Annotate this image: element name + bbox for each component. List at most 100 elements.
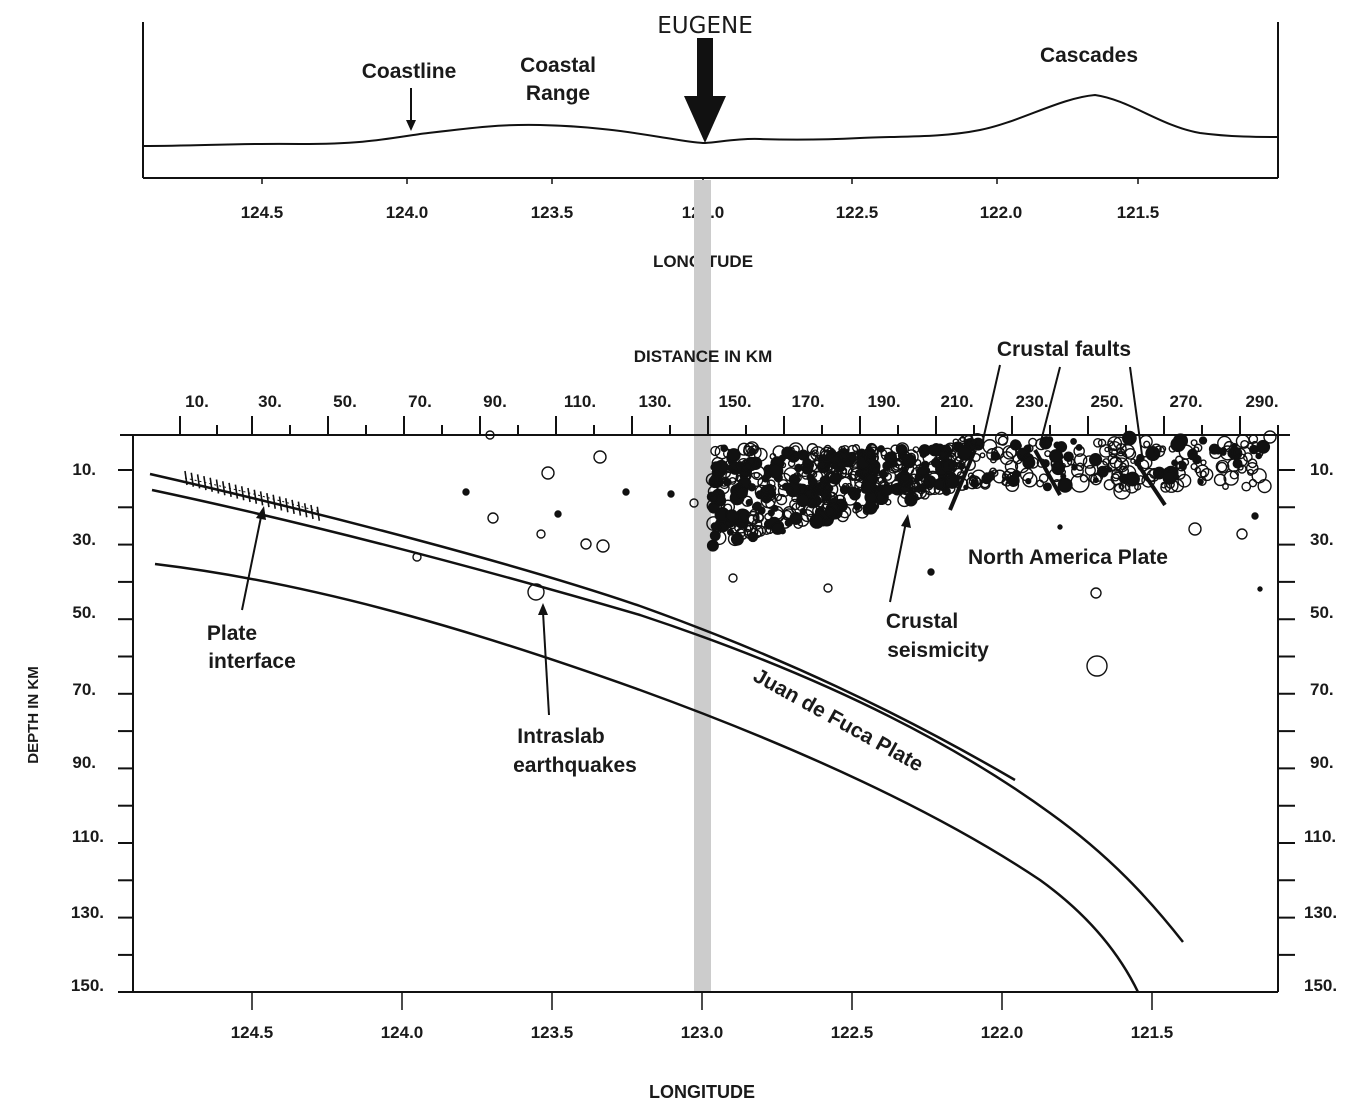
earthquake-marker <box>1216 461 1228 473</box>
intraslab-label: Intraslab <box>517 725 605 748</box>
distance-tick-label: 110. <box>564 392 596 411</box>
hatch-mark <box>266 492 270 508</box>
slab-top-upper-line <box>149 472 1016 782</box>
hatch-mark <box>215 479 220 494</box>
earthquake-marker <box>1088 453 1103 467</box>
earthquake-marker <box>761 489 773 501</box>
earthquake-marker <box>1099 444 1113 458</box>
bottom-lon-tick: 122.5 <box>831 1023 874 1042</box>
earthquake-marker <box>743 456 759 472</box>
earthquake-marker <box>823 481 839 497</box>
crustal-faults-leader <box>1129 366 1143 456</box>
earthquake-marker <box>823 483 831 491</box>
earthquake-marker <box>743 524 759 540</box>
earthquake-marker <box>1042 482 1052 492</box>
earthquake-marker <box>1159 445 1167 453</box>
earthquake-marker <box>890 459 904 473</box>
depth-tick-label-left: 50. <box>72 603 96 622</box>
earthquake-marker <box>768 463 784 479</box>
earthquake-marker <box>829 472 842 485</box>
earthquake-marker <box>705 473 719 486</box>
earthquake-marker <box>787 459 796 468</box>
earthquake-marker <box>784 518 793 527</box>
earthquake-marker <box>905 492 914 500</box>
earthquake-marker <box>807 461 818 472</box>
earthquake-marker <box>823 583 833 593</box>
earthquake-marker <box>1012 454 1023 465</box>
distance-axis-title: DISTANCE IN KM <box>634 347 773 366</box>
top-lon-tick: 121.5 <box>1117 203 1160 222</box>
earthquake-marker <box>1246 442 1255 450</box>
earthquake-marker <box>864 451 879 465</box>
distance-tick-label: 10. <box>185 392 209 411</box>
cascades-label: Cascades <box>1040 44 1138 67</box>
earthquake-marker <box>1201 437 1208 444</box>
earthquake-marker <box>806 473 815 482</box>
earthquake-marker <box>1247 458 1258 469</box>
distance-tick-label: 90. <box>483 392 507 411</box>
top-axis-ticks <box>261 178 1139 184</box>
earthquake-marker <box>1143 440 1151 448</box>
intraslab-arrowhead <box>538 603 548 615</box>
earthquake-marker <box>1237 464 1247 474</box>
depth-tick-label-left: 10. <box>72 460 96 479</box>
distance-tick-label: 230. <box>1015 392 1048 411</box>
earthquake-marker <box>596 539 610 553</box>
earthquake-marker <box>1190 463 1198 471</box>
depth-tick-label-left: 150. <box>71 976 104 995</box>
earthquake-marker <box>593 450 607 464</box>
earthquake-marker <box>1102 465 1110 473</box>
slab-top-lower-line <box>151 488 1184 943</box>
distance-tick-label: 50. <box>333 392 357 411</box>
hatch-mark <box>291 499 295 515</box>
earthquake-marker <box>1014 442 1022 450</box>
distance-ticks <box>179 416 1279 435</box>
earthquake-marker <box>708 475 722 489</box>
depth-tick-label-right: 10. <box>1310 460 1334 479</box>
earthquake-marker <box>782 506 797 520</box>
earthquake-marker <box>1005 478 1020 493</box>
earthquake-marker <box>743 442 757 457</box>
hatch-mark <box>278 496 283 511</box>
earthquake-marker <box>748 471 764 487</box>
earthquake-marker <box>831 461 838 469</box>
earthquake-marker <box>781 446 794 460</box>
earthquake-marker <box>1070 438 1077 445</box>
distance-tick-label: 30. <box>258 392 282 411</box>
earthquake-marker <box>751 444 759 452</box>
coastal-range-label: Range <box>526 82 590 105</box>
earthquake-marker <box>1200 467 1214 482</box>
earthquake-marker <box>726 448 741 463</box>
earthquake-marker <box>1194 466 1201 474</box>
earthquake-marker <box>933 478 946 491</box>
earthquake-marker <box>1190 439 1198 447</box>
depth-tick-label-right: 150. <box>1304 976 1337 995</box>
earthquake-marker <box>1149 467 1161 479</box>
earthquake-marker <box>839 464 853 478</box>
bottom-axis-ticks <box>251 992 1153 1010</box>
earthquake-marker <box>1220 449 1227 456</box>
hatch-mark <box>285 498 289 513</box>
earthquake-marker <box>753 512 765 524</box>
hatch-mark <box>310 504 314 520</box>
earthquake-marker <box>1073 453 1088 467</box>
earthquake-marker <box>1057 524 1063 530</box>
distance-tick-label: 270. <box>1169 392 1202 411</box>
earthquake-marker <box>881 483 894 496</box>
earthquake-marker <box>1002 445 1017 460</box>
earthquake-marker <box>541 466 555 480</box>
earthquake-marker <box>1107 440 1114 447</box>
hatch-mark <box>297 501 302 516</box>
earthquake-marker <box>786 486 794 494</box>
earthquake-marker <box>812 487 821 496</box>
distance-tick-label: 170. <box>791 392 824 411</box>
earthquake-marker <box>1242 452 1253 462</box>
earthquake-marker <box>880 449 888 457</box>
earthquake-marker <box>872 467 881 475</box>
earthquake-marker <box>1096 460 1109 473</box>
crustal-fault-lines <box>948 449 1167 511</box>
juan-de-fuca-plate-label: Juan de Fuca Plate <box>749 664 927 776</box>
earthquake-marker <box>736 528 746 538</box>
earthquake-marker <box>1075 462 1085 472</box>
